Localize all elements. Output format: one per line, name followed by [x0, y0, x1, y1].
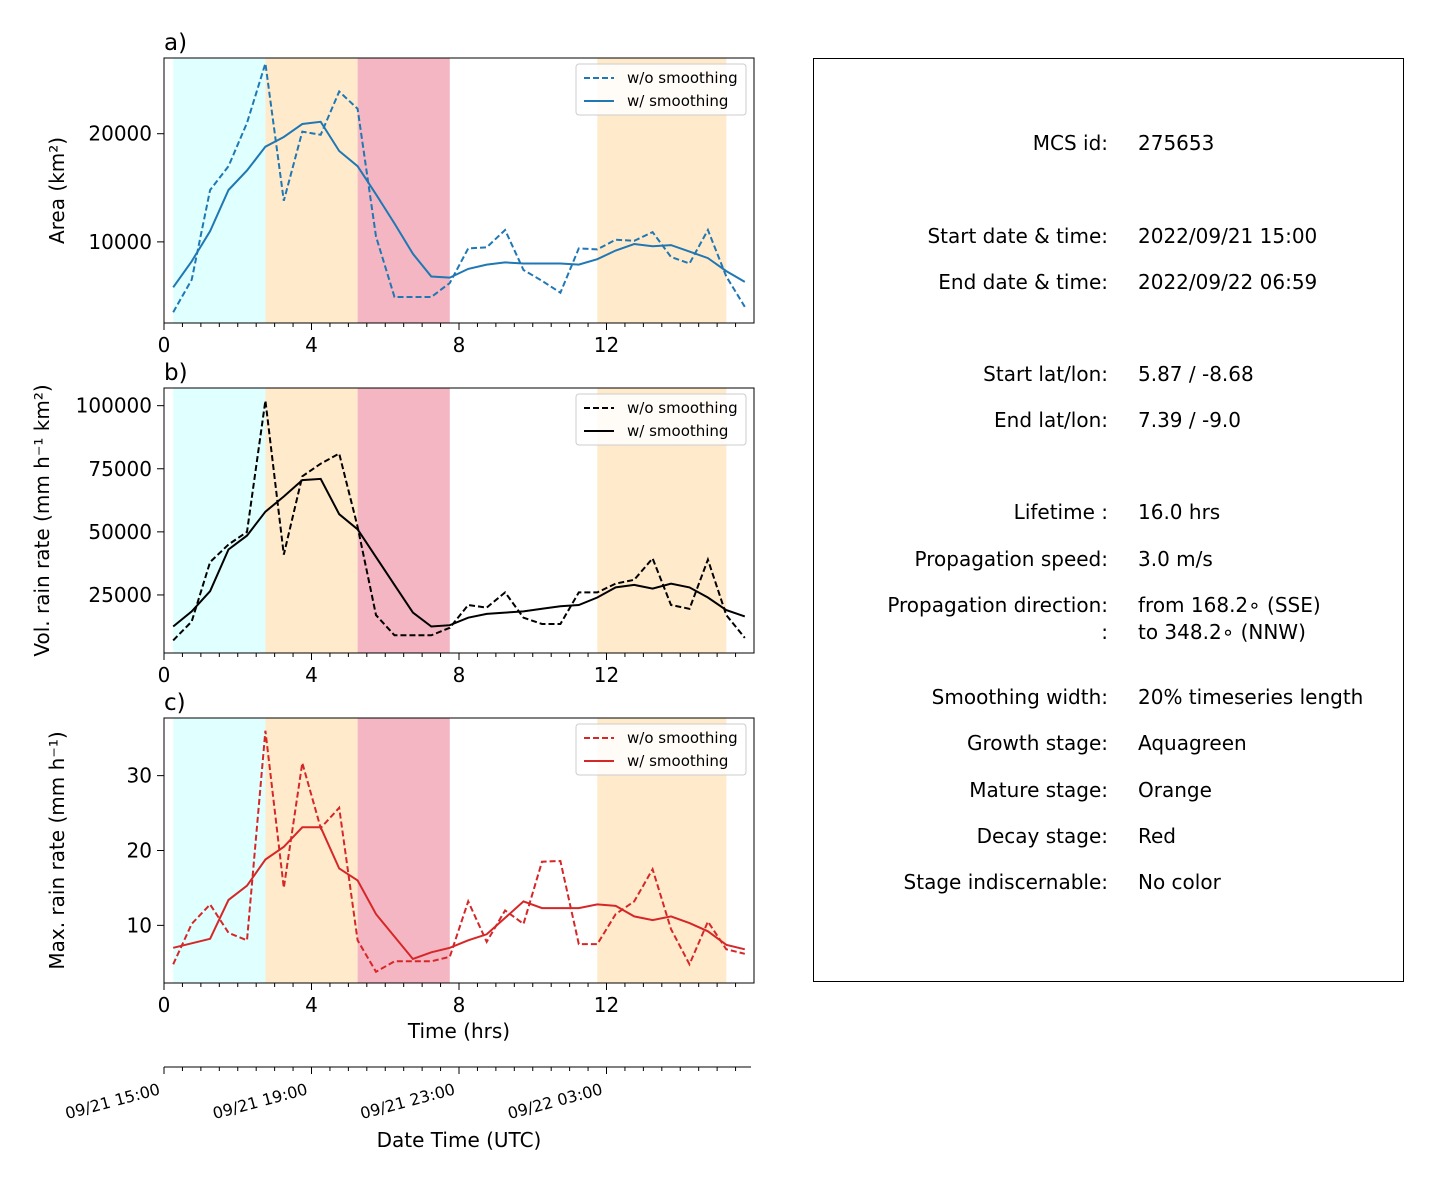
x-tick-label: 12: [594, 993, 619, 1017]
stage-band-decay: [357, 388, 450, 653]
datetime-tick-label: 09/21 15:00: [63, 1080, 162, 1124]
start-datetime-value: 2022/09/21 15:00: [1138, 224, 1318, 248]
y-tick-label: 100000: [76, 394, 152, 418]
end-latlon-value: 7.39 / -9.0: [1138, 408, 1242, 432]
x-tick-label: 4: [305, 663, 318, 687]
legend-box: [575, 393, 747, 446]
y-tick-label: 20: [127, 839, 152, 863]
propagation-direction-label: Propagation direction:: [887, 593, 1108, 617]
series-line-raw: [172, 400, 746, 642]
x-tick-label: 8: [453, 993, 466, 1017]
start-latlon-value: 5.87 / -8.68: [1138, 362, 1254, 386]
mcs-id-value: 275653: [1138, 131, 1215, 155]
stage-band-growth: [173, 388, 266, 653]
stage-band-decay: [357, 58, 450, 323]
y-tick-label: 20000: [88, 122, 152, 146]
lifetime-value: 16.0 hrs: [1138, 500, 1221, 524]
stage-band-mature: [265, 58, 358, 323]
y-axis-label: Vol. rain rate (mm h⁻¹ km²): [30, 384, 54, 656]
growth-stage-label: Growth stage:: [966, 731, 1108, 755]
smoothing-width-value: 20% timeseries length: [1138, 685, 1364, 709]
x-tick-label: 0: [158, 993, 171, 1017]
y-tick-label: 10000: [88, 230, 152, 254]
y-tick-label: 10: [127, 913, 152, 937]
legend-label: w/o smoothing: [627, 399, 738, 417]
panel-label: b): [164, 360, 188, 386]
x-tick-label: 12: [594, 663, 619, 687]
propagation-speed-value: 3.0 m/s: [1138, 547, 1213, 571]
series-line-smoothed: [172, 120, 746, 288]
decay-stage-value: Red: [1138, 824, 1176, 848]
legend-label: w/o smoothing: [627, 69, 738, 87]
stage-indiscernable-label: Stage indiscernable:: [903, 870, 1108, 894]
y-tick-label: 30: [127, 764, 152, 788]
legend-label: w/ smoothing: [627, 422, 728, 440]
start-datetime-label: Start date & time:: [927, 224, 1108, 248]
legend-box: [575, 63, 747, 116]
propagation-direction-from: from 168.2∘ (SSE): [1138, 593, 1321, 617]
stage-band-decay: [357, 718, 450, 983]
legend-label: w/ smoothing: [627, 92, 728, 110]
lifetime-label: Lifetime :: [1013, 500, 1108, 524]
stage-band-mature: [265, 718, 358, 983]
x-tick-label: 8: [453, 663, 466, 687]
growth-stage-value: Aquagreen: [1138, 731, 1247, 755]
stage-band-mature: [265, 388, 358, 653]
propagation-direction-label-2: :: [1101, 620, 1108, 644]
mature-stage-value: Orange: [1138, 778, 1212, 802]
stage-band-growth: [173, 58, 266, 323]
propagation-speed-label: Propagation speed:: [914, 547, 1108, 571]
datetime-axis-label: Date Time (UTC): [377, 1128, 542, 1152]
datetime-tick-label: 09/21 23:00: [358, 1080, 457, 1124]
panel-label: a): [164, 30, 187, 56]
decay-stage-label: Decay stage:: [976, 824, 1108, 848]
mcs-id-label: MCS id:: [1032, 131, 1108, 155]
series-line-smoothed: [172, 477, 746, 628]
x-tick-label: 4: [305, 993, 318, 1017]
x-tick-label: 0: [158, 663, 171, 687]
mature-stage-label: Mature stage:: [969, 778, 1108, 802]
series-line-raw: [172, 63, 746, 313]
mcs-info-box: [813, 58, 1404, 982]
y-axis-label: Max. rain rate (mm h⁻¹): [45, 731, 69, 969]
x-axis-label: Time (hrs): [407, 1019, 510, 1043]
x-tick-label: 12: [594, 333, 619, 357]
end-latlon-label: End lat/lon:: [994, 408, 1108, 432]
datetime-tick-label: 09/21 19:00: [211, 1080, 310, 1124]
start-latlon-label: Start lat/lon:: [983, 362, 1108, 386]
propagation-direction-to: to 348.2∘ (NNW): [1138, 620, 1306, 644]
x-tick-label: 8: [453, 333, 466, 357]
series-line-raw: [172, 730, 746, 974]
y-tick-label: 50000: [88, 520, 152, 544]
y-tick-label: 75000: [88, 457, 152, 481]
series-line-smoothed: [172, 826, 746, 961]
end-datetime-label: End date & time:: [938, 270, 1108, 294]
end-datetime-value: 2022/09/22 06:59: [1138, 270, 1318, 294]
stage-band-growth: [173, 718, 266, 983]
legend-label: w/o smoothing: [627, 729, 738, 747]
x-tick-label: 0: [158, 333, 171, 357]
datetime-tick-label: 09/22 03:00: [506, 1080, 605, 1124]
panel-label: c): [164, 690, 186, 716]
legend-box: [575, 723, 747, 776]
x-tick-label: 4: [305, 333, 318, 357]
y-tick-label: 25000: [88, 583, 152, 607]
smoothing-width-label: Smoothing width:: [931, 685, 1108, 709]
legend-label: w/ smoothing: [627, 752, 728, 770]
y-axis-label: Area (km²): [45, 137, 69, 244]
stage-indiscernable-value: No color: [1138, 870, 1221, 894]
